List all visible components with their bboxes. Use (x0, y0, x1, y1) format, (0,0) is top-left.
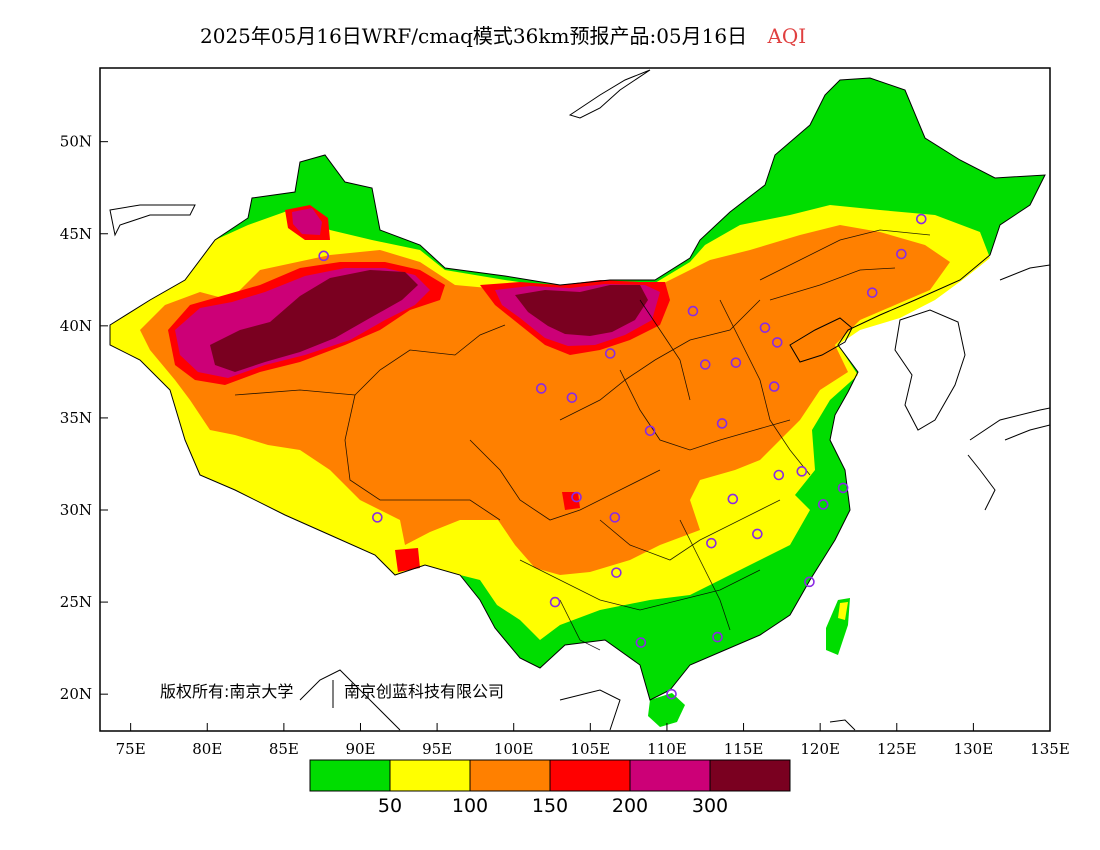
station-marker (768, 381, 780, 392)
legend-swatch (469, 759, 551, 792)
lon-tick-label: 95E (422, 740, 452, 758)
station-marker (771, 337, 783, 348)
copyright-text: 版权所有:南京大学 (160, 682, 293, 701)
lon-tick-label: 110E (647, 740, 687, 758)
province-borders (234, 229, 931, 651)
aqi-region-taiwan-moderate (838, 602, 848, 620)
station-marker (635, 637, 647, 648)
station-marker (730, 357, 742, 368)
lat-tick-label: 20N (60, 685, 92, 703)
station-marker (609, 512, 621, 523)
longitude-axis: 75E 80E 85E 90E 95E 100E 105E 110E 115E 120E 125E 1… (116, 723, 1070, 758)
station-marker (896, 248, 907, 260)
coastlines (109, 69, 1050, 731)
station-marker (817, 499, 829, 510)
legend-label: 100 (452, 795, 488, 817)
bohai-coast (789, 317, 853, 363)
lon-tick-label: 90E (345, 740, 375, 758)
map-title: 2025年05月16日WRF/cmaq模式36km预报产品:05月16日 AQI (200, 24, 806, 48)
station-marker (804, 576, 815, 588)
lon-tick-label: 135E (1030, 740, 1070, 758)
legend-label: 300 (692, 795, 728, 817)
baikal-coast (568, 69, 651, 119)
lat-tick-label: 35N (60, 409, 92, 427)
legend-swatch (549, 759, 631, 792)
station-marker (549, 596, 561, 608)
lat-tick-label: 45N (60, 225, 92, 243)
station-marker (759, 322, 771, 333)
aqi-region-hazardous (210, 270, 648, 372)
lon-tick-label: 75E (116, 740, 146, 758)
station-marker (566, 392, 578, 403)
copyright-company: 南京创蓝科技有限公司 (344, 682, 504, 701)
station-marker (915, 213, 927, 225)
lat-tick-label: 25N (60, 593, 92, 611)
station-marker (535, 383, 547, 394)
japan-coast (967, 407, 1050, 511)
station-marker (706, 537, 717, 549)
station-marker (611, 567, 622, 578)
station-marker (866, 287, 878, 298)
station-marker (318, 250, 330, 262)
station-marker (837, 482, 849, 494)
legend-swatch (309, 759, 391, 792)
map-area (109, 69, 1050, 731)
latitude-axis: 50N 45N 40N 35N 30N 25N 20N (60, 133, 108, 703)
aqi-legend: 50 100 150 200 300 (309, 759, 791, 817)
lon-tick-label: 100E (494, 740, 534, 758)
china-outline (109, 77, 1046, 701)
copyright-owner: 版权所有:南京大学 (160, 682, 293, 701)
title-variable: AQI (766, 24, 806, 48)
station-marker (687, 305, 699, 317)
legend-swatch (709, 759, 791, 792)
lon-tick-label: 105E (571, 740, 611, 758)
station-marker (644, 425, 656, 437)
station-marker (571, 491, 582, 503)
station-marker (773, 469, 785, 481)
station-marker (727, 493, 739, 505)
aqi-region-hainan (648, 693, 685, 727)
lon-tick-label: 80E (192, 740, 222, 758)
lat-tick-label: 30N (60, 501, 92, 519)
russia-coast (999, 264, 1050, 281)
lat-tick-label: 50N (60, 133, 92, 151)
legend-label: 200 (612, 795, 648, 817)
legend-label: 50 (378, 795, 402, 817)
legend-swatch (629, 759, 711, 792)
station-marker (796, 466, 808, 477)
legend-label: 150 (532, 795, 568, 817)
monitoring-stations (318, 213, 927, 700)
aqi-field (110, 78, 1045, 727)
station-marker (712, 631, 723, 643)
lon-tick-label: 130E (954, 740, 994, 758)
station-marker (372, 512, 383, 523)
lon-tick-label: 125E (877, 740, 917, 758)
station-marker (752, 528, 763, 540)
kazakh-lake (109, 204, 196, 237)
station-marker (604, 348, 616, 359)
legend-swatch (389, 759, 471, 792)
lon-tick-label: 120E (800, 740, 840, 758)
lon-tick-label: 115E (724, 740, 764, 758)
korea-coast (894, 309, 966, 431)
station-marker (666, 688, 677, 700)
station-marker (716, 418, 728, 429)
title-text: 2025年05月16日WRF/cmaq模式36km预报产品:05月16日 (200, 24, 747, 48)
station-marker (699, 359, 711, 370)
indochina-coast (299, 669, 856, 731)
map-frame (99, 67, 1051, 732)
lat-tick-label: 40N (60, 317, 92, 335)
lon-tick-label: 85E (269, 740, 299, 758)
